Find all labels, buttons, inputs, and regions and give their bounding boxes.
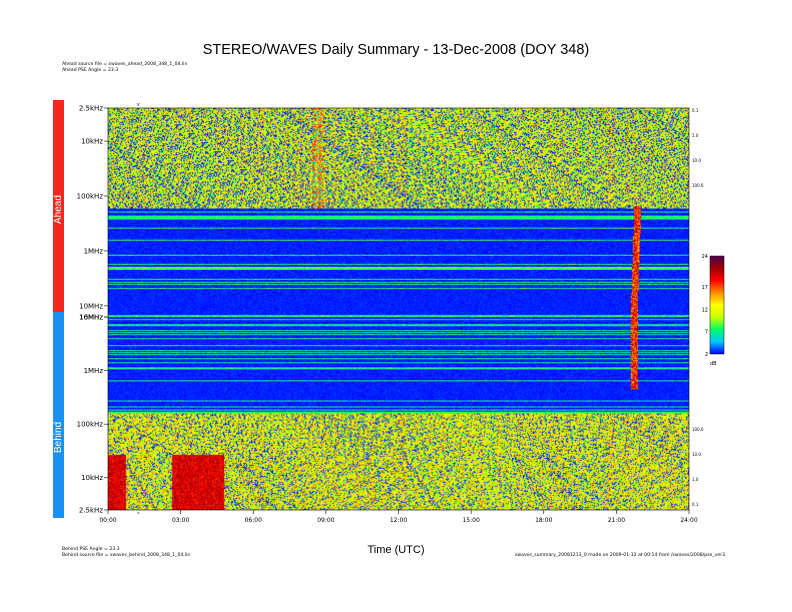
colorbar-tick-label: 17	[702, 285, 708, 291]
x-tick-label: 24:00	[680, 517, 697, 524]
right-tick-label: 0.1	[692, 502, 699, 507]
right-tick-label: 1.0	[692, 133, 699, 138]
y-tick-label: 10MHz	[79, 302, 103, 310]
y-tick-label: 10kHz	[81, 138, 103, 146]
top-marker: v	[137, 102, 140, 108]
x-tick-label: 00:00	[99, 517, 116, 524]
colorbar-tick-label: 12	[702, 307, 708, 313]
x-tick-label: 06:00	[245, 517, 262, 524]
right-tick-label: 10.0	[692, 452, 701, 457]
bottom-marker: ^	[137, 512, 140, 518]
y-tick-label: 10MHz	[79, 314, 103, 322]
x-tick-label: 12:00	[390, 517, 407, 524]
footer-note: swaves_summary_20081213_0 made on 2009-0…	[515, 553, 726, 558]
behind-pse-note: Behind PSE Angle = 23.3	[62, 547, 120, 552]
right-tick-label: 0.1	[692, 108, 699, 113]
y-tick-label: 16MHz	[79, 314, 103, 322]
right-tick-label: 1.0	[692, 477, 699, 482]
y-tick-label: 100kHz	[77, 192, 104, 200]
behind-side-bar: Behind	[53, 312, 64, 518]
y-tick-label: 1MHz	[84, 367, 104, 375]
right-tick-label: 10.0	[692, 158, 701, 163]
x-tick-label: 03:00	[172, 517, 189, 524]
y-tick-label: 100kHz	[77, 421, 104, 429]
right-tick-label: 100.0	[692, 183, 704, 188]
colorbar	[709, 255, 725, 355]
ahead-source-note: Ahead source file = swaves_ahead_2008_34…	[62, 62, 188, 67]
x-axis-label: Time (UTC)	[367, 544, 425, 556]
x-tick-label: 18:00	[535, 517, 552, 524]
colorbar-unit: dB	[710, 361, 717, 367]
colorbar-tick-label: 7	[705, 330, 708, 336]
y-tick-label: 1MHz	[84, 247, 104, 255]
colorbar-tick-label: 24	[702, 254, 708, 260]
chart-title: STEREO/WAVES Daily Summary - 13-Dec-2008…	[202, 42, 590, 58]
colorbar-tick-label: 2	[705, 352, 708, 358]
right-tick-label: 100.0	[692, 427, 704, 432]
behind-source-note: Behind source file = swaves_behind_2008_…	[62, 553, 191, 558]
y-tick-label: 2.5kHz	[79, 105, 103, 113]
x-tick-label: 15:00	[462, 517, 479, 524]
ahead-pse-note: Ahead PSE Angle = 23.3	[62, 68, 119, 73]
spectrogram-image	[108, 108, 689, 510]
y-tick-label: 2.5kHz	[79, 507, 103, 515]
ahead-side-bar: Ahead	[53, 100, 64, 312]
y-tick-label: 10kHz	[81, 474, 103, 482]
x-tick-label: 21:00	[608, 517, 625, 524]
x-tick-label: 09:00	[317, 517, 334, 524]
